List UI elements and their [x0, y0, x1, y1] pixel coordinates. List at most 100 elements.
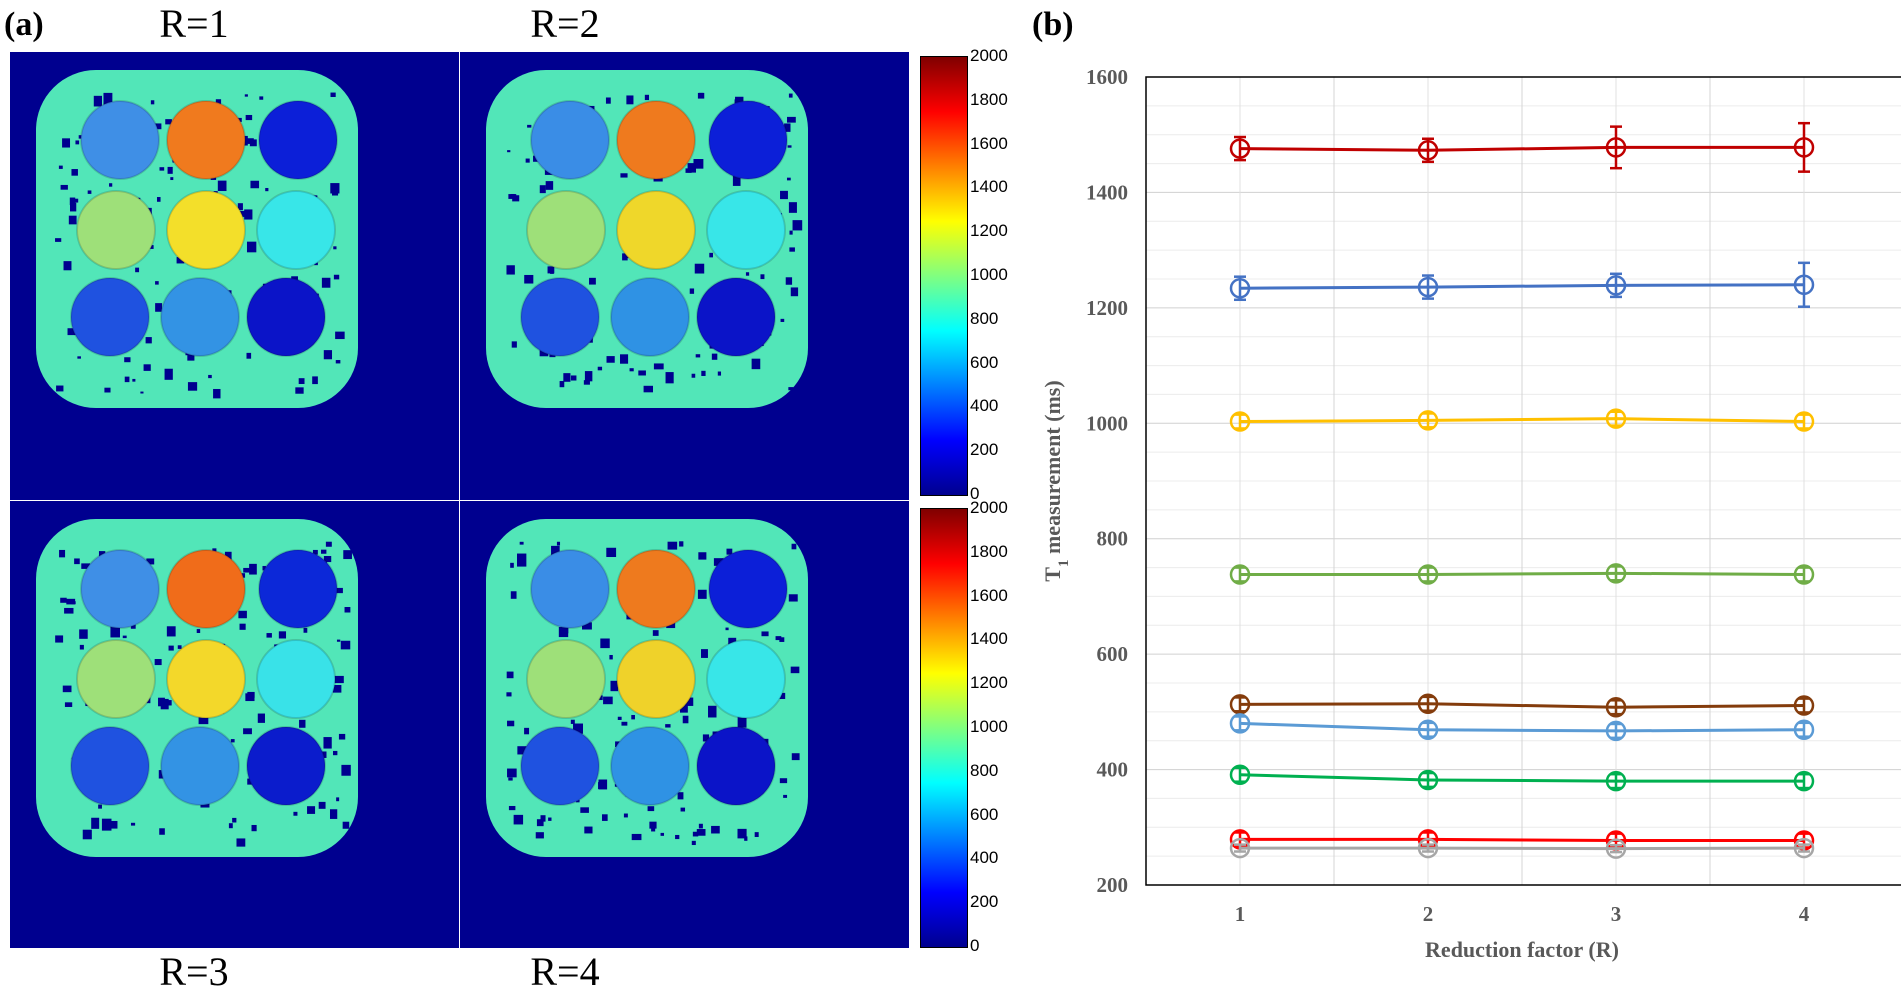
noise-speckle [247, 691, 255, 698]
noise-speckle [164, 368, 173, 380]
noise-speckle [754, 832, 759, 838]
chart-gridlines [1145, 76, 1901, 886]
noise-speckle [150, 100, 155, 105]
noise-speckle [679, 541, 684, 547]
colorbar-tick-label: 2000 [970, 498, 1008, 517]
noise-speckle [278, 631, 287, 639]
noise-speckle [788, 594, 798, 602]
noise-speckle [55, 238, 62, 242]
vial-2 [166, 100, 246, 180]
noise-speckle [725, 627, 729, 631]
noise-speckle [93, 95, 103, 107]
noise-speckle [791, 753, 800, 761]
data-point [1417, 140, 1439, 161]
noise-speckle [146, 558, 155, 565]
data-point [1605, 720, 1627, 742]
noise-speckle [298, 378, 305, 385]
noise-speckle [788, 387, 794, 391]
noise-speckle [238, 210, 248, 217]
noise-speckle [213, 388, 221, 399]
noise-speckle [760, 274, 765, 280]
noise-speckle [620, 354, 629, 364]
vial-2 [616, 549, 696, 629]
noise-speckle [344, 606, 351, 613]
noise-speckle [519, 541, 524, 545]
noise-speckle [652, 630, 659, 636]
noise-speckle [81, 563, 91, 569]
chart-axes: 200 400 600 800 1000 1200 1400 1600 1 2 3 4 [1086, 65, 1810, 926]
noise-speckle [684, 697, 694, 706]
noise-speckle [737, 828, 747, 839]
noise-speckle [330, 183, 340, 194]
noise-speckle [600, 638, 610, 649]
noise-speckle [124, 376, 130, 383]
noise-speckle [524, 727, 530, 735]
colorbar-tick-label: 400 [970, 848, 999, 868]
vial-2 [616, 100, 696, 180]
noise-speckle [693, 159, 704, 169]
colorbar-bottom [920, 508, 968, 948]
noise-speckle [166, 626, 176, 637]
noise-speckle [87, 190, 92, 194]
noise-speckle [527, 124, 532, 128]
noise-speckle [110, 624, 120, 638]
colorbar-tick-label: 600 [970, 352, 999, 372]
noise-speckle [69, 197, 76, 206]
vial-1 [80, 100, 160, 180]
noise-speckle [208, 374, 212, 379]
noise-speckle [779, 637, 785, 642]
noise-speckle [660, 832, 665, 836]
noise-speckle [246, 138, 254, 144]
noise-speckle [335, 331, 345, 340]
noise-speckle [638, 370, 646, 376]
y-axis-label-rest: measurement (ms) [1040, 380, 1065, 559]
noise-speckle [159, 828, 165, 835]
noise-speckle [79, 644, 84, 650]
data-point [1417, 276, 1439, 298]
noise-speckle [122, 635, 127, 639]
noise-speckle [507, 720, 515, 727]
x-tick-label: 2 [1423, 902, 1434, 926]
t1-map-r2 [460, 52, 909, 500]
noise-speckle [560, 625, 569, 634]
noise-speckle [510, 591, 517, 599]
noise-speckle [321, 277, 331, 288]
noise-speckle [340, 640, 351, 650]
noise-speckle [735, 96, 744, 105]
vial-1 [80, 549, 160, 629]
noise-speckle [711, 825, 720, 834]
noise-speckle [573, 723, 583, 734]
noise-speckle [98, 551, 106, 558]
colorbar-tick-label: 1200 [970, 221, 1008, 241]
noise-speckle [525, 158, 530, 163]
noise-speckle [250, 180, 260, 189]
colorbar-tick-label: 1800 [970, 89, 1008, 109]
data-point [1229, 411, 1251, 432]
noise-speckle [196, 629, 201, 633]
noise-speckle [60, 597, 67, 603]
y-tick-label: 200 [1097, 873, 1129, 897]
series-line [1240, 846, 1805, 851]
noise-speckle [215, 99, 222, 104]
noise-speckle [67, 328, 78, 336]
vial-9 [696, 277, 776, 357]
noise-speckle [333, 246, 337, 250]
noise-speckle [332, 685, 342, 693]
data-point [1229, 277, 1251, 299]
noise-speckle [170, 177, 174, 181]
noise-speckle [597, 366, 603, 371]
noise-speckle [789, 247, 795, 252]
noise-speckle [66, 598, 76, 605]
vial-5 [616, 190, 696, 270]
data-point [1605, 838, 1627, 859]
noise-speckle [700, 649, 708, 658]
noise-speckle [647, 806, 655, 812]
vial-4 [76, 190, 156, 270]
noise-speckle [622, 253, 628, 261]
noise-speckle [570, 375, 577, 381]
data-point [1417, 837, 1439, 859]
data-point [1229, 713, 1251, 734]
noise-speckle [295, 387, 304, 394]
colorbar-tick-label: 1400 [970, 629, 1008, 649]
noise-speckle [244, 94, 248, 97]
